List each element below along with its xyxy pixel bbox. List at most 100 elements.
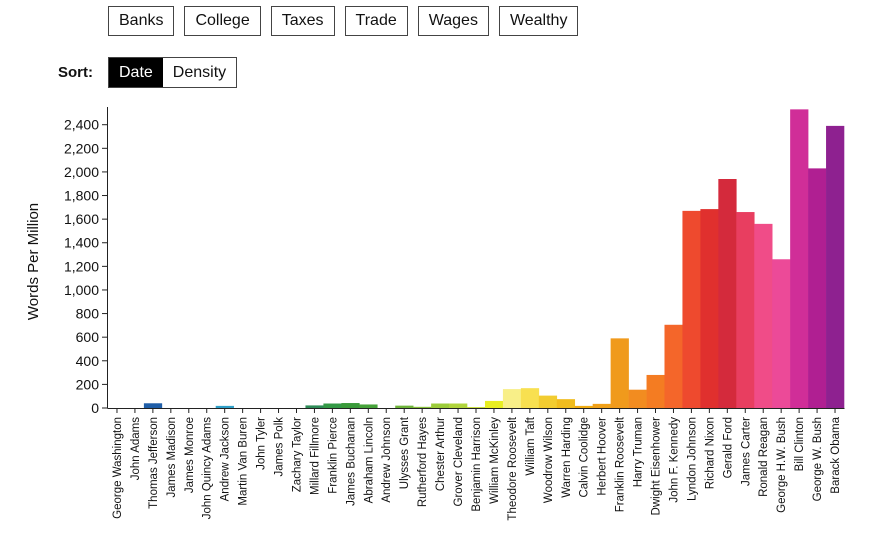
x-tick-label: Zachary Taylor	[291, 417, 303, 492]
x-tick-label: James Polk	[274, 417, 286, 477]
y-tick-label: 400	[76, 353, 100, 369]
bar[interactable]	[520, 388, 540, 408]
bar[interactable]	[718, 179, 737, 408]
x-tick-label: Rutherford Hayes	[417, 417, 429, 507]
x-tick-label: Harry Truman	[633, 417, 645, 487]
x-tick-label: George Washington	[112, 417, 124, 519]
bar[interactable]	[610, 338, 629, 408]
x-tick-label: John Quincy Adams	[202, 417, 214, 520]
y-tick-label: 2,400	[64, 117, 99, 133]
x-tick-label: Franklin Pierce	[327, 417, 339, 494]
x-tick-label: Ronald Reagan	[758, 417, 770, 497]
x-tick-label: John F. Kennedy	[668, 417, 680, 503]
y-tick: 1,800	[64, 188, 108, 204]
y-tick: 1,200	[64, 258, 108, 274]
bar[interactable]	[395, 405, 414, 408]
bar[interactable]	[772, 259, 791, 408]
bar[interactable]	[484, 400, 504, 408]
bar[interactable]	[808, 168, 827, 408]
x-tick-label: Gerald Ford	[722, 417, 734, 478]
x-tick-label: Benjamin Harrison	[471, 417, 483, 512]
x-tick-label: Dwight Eisenhower	[651, 417, 663, 516]
bar[interactable]	[341, 403, 360, 408]
sort-density-button[interactable]: Density	[162, 58, 237, 87]
y-tick-label: 1,600	[64, 211, 99, 227]
topic-button-college[interactable]: College	[184, 6, 261, 36]
y-tick: 2,200	[64, 140, 108, 156]
topic-button-wealthy[interactable]: Wealthy	[498, 6, 579, 36]
sort-controls: Sort: Date Density	[58, 57, 238, 88]
y-axis-label: Words Per Million	[25, 203, 42, 320]
bar[interactable]	[449, 403, 468, 408]
bar[interactable]	[431, 403, 450, 408]
y-tick: 1,600	[64, 211, 108, 227]
x-tick-label: Warren Harding	[561, 417, 573, 498]
y-tick-label: 1,800	[64, 188, 99, 204]
x-tick-label: Lyndon Johnson	[686, 417, 698, 501]
x-tick-label: Chester Arthur	[435, 417, 447, 491]
y-axis: 0 200 400 600 800 1,000 1,200 1,400 1,600 1,800 2,…	[64, 107, 108, 416]
bar[interactable]	[700, 209, 719, 408]
x-axis: George Washington John Adams Thomas Jeffer…	[107, 408, 845, 521]
y-tick-label: 0	[91, 400, 99, 416]
bar[interactable]	[538, 395, 558, 408]
sort-date-button[interactable]: Date	[109, 58, 163, 87]
bar[interactable]	[359, 404, 378, 408]
x-tick-label: Richard Nixon	[704, 417, 716, 489]
bar[interactable]	[592, 403, 611, 408]
bar[interactable]	[305, 405, 324, 408]
x-tick-label: Martin Van Buren	[238, 417, 250, 506]
x-tick-label: James Buchanan	[345, 417, 357, 506]
bar[interactable]	[628, 389, 647, 408]
topic-button-taxes[interactable]: Taxes	[270, 6, 335, 36]
x-tick-label: William McKinley	[489, 417, 501, 504]
x-tick-label: John Adams	[130, 417, 142, 481]
y-tick-label: 2,000	[64, 164, 99, 180]
bar[interactable]	[323, 403, 342, 408]
sort-toggle-group: Date Density	[108, 57, 238, 88]
bar[interactable]	[502, 389, 522, 408]
bar[interactable]	[574, 405, 593, 408]
bar[interactable]	[736, 212, 755, 408]
x-tick-label: Bill Clinton	[794, 417, 806, 471]
x-tick-label: Ulysses Grant	[399, 416, 411, 489]
y-tick: 2,400	[64, 117, 108, 133]
bar[interactable]	[143, 403, 163, 408]
y-tick: 2,000	[64, 164, 108, 180]
bar[interactable]	[664, 324, 683, 408]
y-tick: 0	[91, 400, 108, 416]
bar[interactable]	[413, 406, 432, 408]
x-tick-label: Thomas Jefferson	[148, 417, 160, 509]
bar[interactable]	[790, 109, 809, 409]
bar[interactable]	[682, 210, 701, 408]
x-tick-label: John Tyler	[256, 417, 268, 470]
topic-button-wages[interactable]: Wages	[417, 6, 489, 36]
y-tick-label: 1,200	[64, 258, 99, 274]
x-tick-label: Calvin Coolidge	[579, 417, 591, 498]
y-tick: 800	[76, 306, 108, 322]
x-tick-label: James Carter	[740, 417, 752, 486]
bar[interactable]	[467, 407, 486, 408]
y-tick-label: 600	[76, 329, 100, 345]
y-tick: 600	[76, 329, 108, 345]
x-tick-label: Franklin Roosevelt	[615, 416, 627, 512]
y-tick: 1,400	[64, 235, 108, 251]
bar[interactable]	[215, 405, 234, 408]
x-tick-label: Andrew Jackson	[220, 417, 232, 501]
topic-button-group: Banks College Taxes Trade Wages Wealthy	[108, 6, 579, 36]
bar[interactable]	[826, 125, 845, 408]
x-tick-label: Millard Fillmore	[309, 417, 321, 495]
bar[interactable]	[646, 374, 665, 408]
topic-button-banks[interactable]: Banks	[108, 6, 175, 36]
bar[interactable]	[754, 223, 773, 408]
topic-button-trade[interactable]: Trade	[344, 6, 408, 36]
y-tick: 400	[76, 353, 108, 369]
y-tick-label: 800	[76, 306, 100, 322]
sort-label: Sort:	[58, 64, 93, 81]
y-tick: 200	[76, 376, 108, 392]
x-tick-label: Andrew Johnson	[381, 417, 393, 503]
bar[interactable]	[556, 399, 576, 408]
x-tick-label: James Madison	[166, 417, 178, 498]
x-tick-label: George W. Bush	[812, 417, 824, 501]
x-tick-label: Woodrow Wilson	[543, 417, 555, 503]
